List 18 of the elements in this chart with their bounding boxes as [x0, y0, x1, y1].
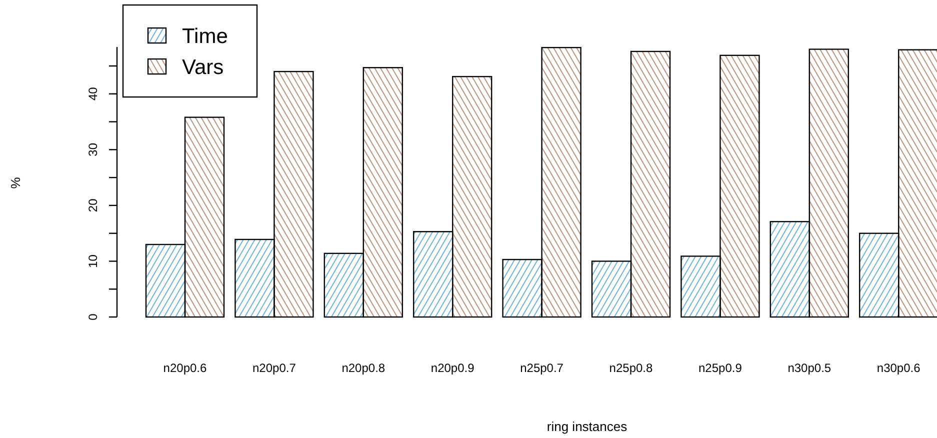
y-tick-label: 30 [86, 142, 100, 156]
x-tick-label: n25p0.7 [520, 361, 564, 375]
y-tick-label: 40 [86, 86, 100, 101]
y-tick-label: 10 [86, 254, 100, 268]
x-tick-label: n25p0.8 [609, 361, 654, 375]
legend-label: Time [182, 25, 228, 48]
y-axis-title: % [8, 176, 23, 189]
y-tick-label: 20 [86, 198, 100, 212]
x-tick-label: n30p0.5 [788, 361, 832, 375]
y-tick-label: 0 [86, 313, 100, 320]
legend-label: Vars [182, 56, 224, 79]
x-axis-title: ring instances [546, 419, 628, 434]
x-tick-label: n20p0.8 [342, 361, 386, 375]
x-tick-label: n20p0.7 [252, 361, 296, 375]
x-tick-label: n20p0.9 [430, 361, 475, 375]
x-tick-label: n20p0.6 [163, 361, 208, 375]
x-tick-label: n30p0.6 [876, 361, 921, 375]
x-tick-label: n25p0.9 [698, 361, 742, 375]
